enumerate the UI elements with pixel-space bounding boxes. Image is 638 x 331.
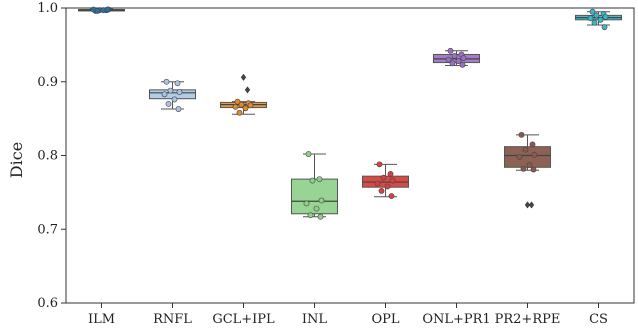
data-point <box>174 80 181 87</box>
data-point <box>447 47 454 54</box>
data-point <box>238 101 245 108</box>
data-point <box>163 78 170 85</box>
data-point <box>236 109 243 116</box>
data-point <box>455 58 462 64</box>
data-point <box>460 55 467 62</box>
x-tick-label: GCL+IPL <box>212 312 275 327</box>
data-point <box>520 165 527 172</box>
y-tick-label: 1.0 <box>37 1 58 16</box>
data-point <box>104 6 111 13</box>
outlier-point <box>528 201 535 209</box>
data-point <box>317 213 324 220</box>
data-point <box>459 61 466 68</box>
data-point <box>445 56 452 63</box>
data-point <box>602 13 609 20</box>
y-axis-label: Dice <box>7 142 26 178</box>
data-point <box>387 171 394 177</box>
data-point <box>601 24 608 31</box>
data-point <box>591 19 598 26</box>
data-point <box>374 180 381 187</box>
x-tick-label: RNFL <box>153 312 192 327</box>
data-point <box>522 146 529 153</box>
y-tick-label: 0.8 <box>37 149 58 164</box>
data-point <box>307 212 314 219</box>
y-tick-label: 0.9 <box>37 75 58 90</box>
outlier-point <box>240 73 247 81</box>
y-tick-label: 0.7 <box>37 222 58 237</box>
data-point <box>593 12 600 19</box>
data-point <box>234 98 241 105</box>
data-point <box>94 8 101 14</box>
data-point <box>316 176 323 182</box>
data-point <box>388 193 395 199</box>
x-tick-label: ONL+PR1 <box>422 312 490 327</box>
data-point <box>389 177 396 184</box>
data-point <box>589 8 596 15</box>
data-point <box>378 187 385 194</box>
data-point <box>176 89 183 95</box>
data-point <box>318 197 325 204</box>
data-point <box>531 151 538 158</box>
y-tick-label: 0.6 <box>37 296 58 311</box>
x-tick-label: ILM <box>88 312 115 327</box>
data-point <box>305 151 312 157</box>
data-point <box>529 141 536 148</box>
data-point <box>597 16 604 23</box>
data-point <box>526 162 533 168</box>
data-point <box>384 183 391 190</box>
data-point <box>530 166 537 173</box>
data-point <box>587 15 594 22</box>
data-point <box>242 105 249 112</box>
data-point <box>232 103 239 110</box>
data-point <box>165 100 172 107</box>
data-point <box>376 161 383 168</box>
data-point <box>167 87 174 94</box>
data-point <box>309 177 316 184</box>
data-point <box>247 102 254 109</box>
data-point <box>303 200 310 207</box>
data-point <box>171 96 178 103</box>
data-point <box>449 60 456 67</box>
data-point <box>313 205 320 212</box>
data-point <box>175 106 182 112</box>
data-point <box>516 154 523 160</box>
data-point <box>518 131 525 138</box>
plot-area: 0.6 0.7 0.8 0.9 1.0 ILM RNFL GCL+IPL INL OPL ONL+P… <box>37 1 635 327</box>
outlier-point <box>524 201 531 209</box>
data-point <box>380 174 387 181</box>
box-pr2-rpe <box>504 146 551 168</box>
data-point <box>451 53 458 59</box>
x-tick-label: PR2+RPE <box>495 312 561 327</box>
x-tick-label: OPL <box>371 312 399 327</box>
outlier-point <box>244 86 251 94</box>
x-tick-label: CS <box>589 312 608 327</box>
data-point <box>161 91 168 98</box>
x-tick-label: INL <box>302 312 328 327</box>
